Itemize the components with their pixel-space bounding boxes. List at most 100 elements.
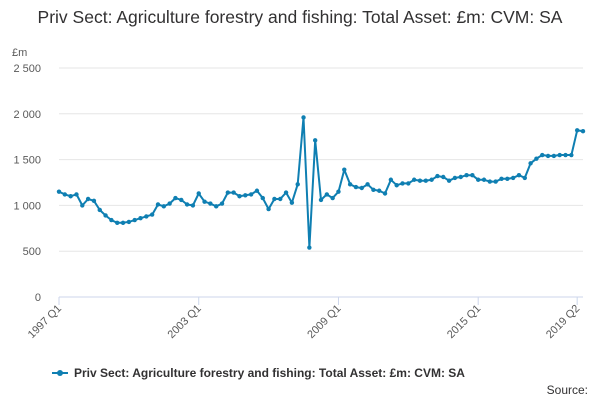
data-point xyxy=(132,217,137,223)
data-point xyxy=(377,188,382,193)
data-point xyxy=(516,172,522,178)
y-tick-label: 1 000 xyxy=(13,200,41,212)
data-point xyxy=(371,187,376,193)
data-point xyxy=(563,152,568,158)
data-point xyxy=(254,188,260,193)
data-point xyxy=(458,174,463,180)
y-tick-label: 2 000 xyxy=(13,109,41,121)
data-point xyxy=(336,189,341,194)
data-point xyxy=(569,152,574,158)
data-point xyxy=(56,189,62,194)
data-point xyxy=(551,153,557,159)
data-point xyxy=(167,201,172,206)
data-point xyxy=(505,176,510,182)
data-point xyxy=(493,179,498,184)
data-point xyxy=(85,196,91,202)
data-point xyxy=(202,199,207,204)
series-group xyxy=(56,115,586,250)
x-tick-label: 2019 Q2 xyxy=(544,303,582,341)
data-point xyxy=(80,203,85,208)
data-point xyxy=(347,182,353,187)
data-point xyxy=(406,181,411,186)
data-point xyxy=(417,178,423,183)
data-point xyxy=(278,196,283,202)
data-point xyxy=(580,129,586,134)
data-point xyxy=(353,184,359,190)
data-point xyxy=(219,201,225,206)
data-point xyxy=(272,196,277,202)
data-point xyxy=(231,190,236,195)
data-point xyxy=(435,173,440,179)
data-point xyxy=(307,245,312,250)
x-tick-label: 1997 Q1 xyxy=(26,303,64,341)
data-point xyxy=(574,128,580,133)
data-point xyxy=(510,175,516,181)
data-point xyxy=(295,182,300,187)
data-point xyxy=(429,177,434,182)
data-point xyxy=(411,177,417,182)
y-tick-label: 1 500 xyxy=(13,155,41,167)
data-point xyxy=(179,197,184,203)
y-tick-label: 500 xyxy=(23,246,41,258)
legend[interactable]: Priv Sect: Agriculture forestry and fish… xyxy=(52,366,465,380)
data-point xyxy=(446,178,452,183)
data-point xyxy=(173,195,178,201)
data-point xyxy=(74,192,79,197)
data-point xyxy=(109,217,114,223)
data-point xyxy=(528,161,533,166)
data-point xyxy=(184,202,190,207)
data-point xyxy=(423,178,428,183)
data-point xyxy=(289,200,295,205)
data-point xyxy=(138,216,143,221)
y-tick-labels: 0 500 1 000 1 500 2 000 2 500 xyxy=(13,63,41,304)
data-point xyxy=(161,204,166,209)
data-point xyxy=(534,156,539,161)
data-point xyxy=(190,203,196,208)
series-line xyxy=(58,116,584,249)
grid-lines xyxy=(59,67,583,252)
data-point xyxy=(91,198,97,204)
data-point xyxy=(115,220,120,226)
data-point xyxy=(62,192,68,197)
data-point xyxy=(68,194,73,199)
data-point xyxy=(464,172,469,178)
data-point xyxy=(359,185,364,191)
legend-series-label: Priv Sect: Agriculture forestry and fish… xyxy=(74,366,465,380)
data-point xyxy=(312,138,318,143)
data-point xyxy=(388,177,394,182)
data-point xyxy=(481,177,487,182)
data-point xyxy=(243,193,248,198)
data-point xyxy=(540,152,545,158)
x-tick-label: 2009 Q1 xyxy=(305,303,343,341)
data-point xyxy=(324,192,330,197)
data-point xyxy=(441,174,446,180)
data-point xyxy=(149,212,155,217)
y-tick-label: 2 500 xyxy=(13,63,41,75)
x-axis: 1997 Q1 2003 Q1 2009 Q1 2015 Q1 2019 Q2 xyxy=(26,296,583,341)
data-point xyxy=(144,214,149,219)
x-tick-label: 2015 Q1 xyxy=(445,303,483,341)
data-point xyxy=(394,183,399,188)
data-point xyxy=(382,191,388,196)
data-point xyxy=(120,220,126,226)
data-point xyxy=(452,175,458,181)
data-point xyxy=(330,195,335,201)
data-point xyxy=(283,190,289,195)
source-label: Source: xyxy=(546,383,588,397)
data-point xyxy=(97,207,102,213)
data-point xyxy=(266,206,271,212)
data-point xyxy=(342,167,347,172)
data-point xyxy=(499,176,504,182)
x-tick-label: 2003 Q1 xyxy=(166,303,204,341)
data-point xyxy=(400,181,405,186)
legend-line-icon xyxy=(52,370,68,376)
data-point xyxy=(248,192,254,197)
data-point xyxy=(557,152,562,158)
data-point xyxy=(476,177,481,182)
data-point xyxy=(126,219,132,225)
chart-title: Priv Sect: Agriculture forestry and fish… xyxy=(37,7,563,27)
y-axis-unit-label: £m xyxy=(12,47,28,59)
data-point xyxy=(365,182,370,187)
y-tick-label: 0 xyxy=(35,292,41,304)
